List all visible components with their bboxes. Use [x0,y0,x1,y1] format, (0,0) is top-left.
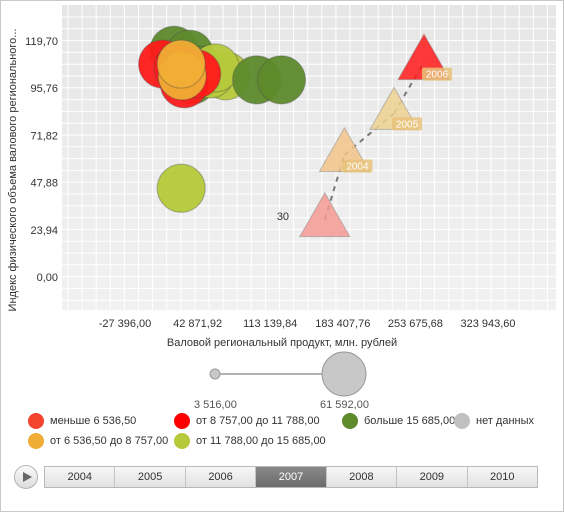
year-2007[interactable]: 2007 [256,467,327,487]
legend-item: от 8 757,00 до 11 788,00 [174,413,320,429]
size-legend-min-label: 3 516,00 [194,399,237,411]
year-slider[interactable]: 2004 2005 2006 2007 2008 2009 2010 [44,466,538,488]
bubble [256,55,307,105]
legend-swatch [174,413,190,429]
y-tick-label: 71,82 [30,130,58,142]
legend-label: от 6 536,50 до 8 757,00 [50,435,169,447]
legend-swatch [454,413,470,429]
play-button[interactable] [14,465,38,489]
legend-label: больше 15 685,00 [364,415,456,427]
legend-label: нет данных [476,415,535,427]
x-tick-label: 42 871,92 [173,318,222,330]
legend-swatch [342,413,358,429]
trail-year-badge [422,67,453,81]
size-legend-max-circle [321,351,367,397]
trail-year-badge [392,117,423,131]
trail-year-badge [342,159,373,173]
legend-swatch [174,433,190,449]
x-tick-label: 323 943,60 [460,318,515,330]
legend-item: нет данных [454,413,534,429]
legend-item: от 6 536,50 до 8 757,00 [28,433,168,449]
x-tick-label: 183 407,76 [315,318,370,330]
y-tick-label: 95,76 [30,83,58,95]
year-2010[interactable]: 2010 [490,471,515,483]
legend-label: от 8 757,00 до 11 788,00 [196,415,320,427]
x-tick-label: 253 675,68 [388,318,443,330]
x-tick-label: -27 396,00 [99,318,152,330]
trail-year-label: 2004 [346,162,369,173]
legend-swatch [28,413,44,429]
trail-value-label: 30 [277,211,289,223]
timeline: 2004 2005 2006 2007 2008 2009 2010 [14,465,542,489]
y-tick-label: 23,94 [30,225,58,237]
x-axis-label: Валовой региональный продукт, млн. рубле… [167,337,397,349]
year-2005[interactable]: 2005 [115,467,186,487]
legend-item: от 11 788,00 до 15 685,00 [174,433,326,449]
legend-label: от 11 788,00 до 15 685,00 [196,435,326,447]
legend-item: меньше 6 536,50 [28,413,136,429]
plot-area [62,5,556,310]
bubble [156,163,206,213]
legend-item: больше 15 685,00 [342,413,455,429]
y-axis-label: Индекс физического объема валового регио… [7,29,19,312]
bubble-chart: -27 396,00 42 871,92 113 139,84 183 407,76 2… [7,5,556,397]
y-tick-label: 0,00 [37,272,58,284]
trail-year-label: 2005 [396,119,419,130]
year-2004[interactable]: 2004 [45,467,116,487]
legend-label: меньше 6 536,50 [50,415,137,427]
x-tick-label: 113 139,84 [243,318,297,330]
size-legend-max-label: 61 592,00 [320,399,369,411]
axis-ticks: -27 396,00 42 871,92 113 139,84 183 407,76 2… [25,36,515,330]
y-tick-label: 119,70 [25,36,58,48]
trail-triangle [298,191,351,238]
trail-year-label: 2006 [426,70,449,81]
y-tick-label: 47,88 [30,178,58,190]
year-2006[interactable]: 2006 [186,467,257,487]
bubble [156,39,206,89]
year-2008[interactable]: 2008 [327,467,398,487]
size-legend-min-circle [209,368,221,380]
year-2009[interactable]: 2009 [397,467,468,487]
legend-swatch [28,433,44,449]
bubbles: 30 2004 2005 2006 [138,25,453,238]
